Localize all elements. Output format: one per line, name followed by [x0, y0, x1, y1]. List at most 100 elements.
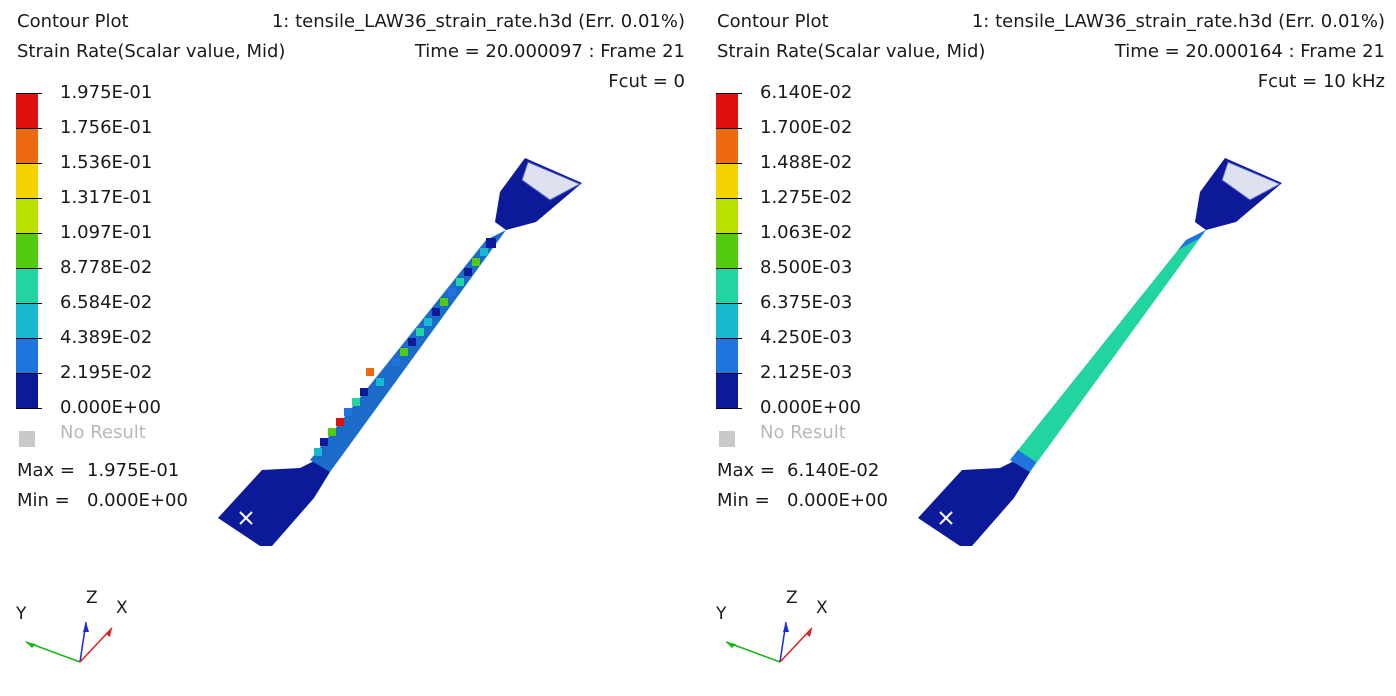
- legend-tick: [716, 268, 742, 269]
- no-result-swatch: [19, 431, 35, 447]
- upper-grip-mesh: [521, 161, 582, 201]
- fcut-value: Fcut = 0: [608, 71, 685, 92]
- legend-label: 1.063E-02: [760, 222, 853, 243]
- legend-tick: [16, 198, 42, 199]
- max-value: 1.975E-01: [87, 460, 180, 481]
- legend-band: [716, 198, 738, 233]
- axis-label-x: X: [116, 598, 128, 618]
- axis-label-z: Z: [786, 588, 798, 608]
- legend-label: 0.000E+00: [60, 397, 161, 418]
- legend-tick: [16, 268, 42, 269]
- axis-label-x: X: [816, 598, 828, 618]
- legend-tick: [716, 198, 742, 199]
- legend-band: [716, 93, 738, 128]
- min-label: Min =: [717, 490, 770, 511]
- tensile-specimen-model[interactable]: [210, 150, 600, 560]
- min-label: Min =: [17, 490, 70, 511]
- legend-tick: [716, 93, 742, 94]
- header-right-info: 1: tensile_LAW36_strain_rate.h3d (Err. 0…: [972, 7, 1385, 97]
- min-value: 0.000E+00: [87, 490, 188, 511]
- min-max-stats: Max = 1.975E-01 Min = 0.000E+00: [17, 456, 188, 516]
- legend-tick: [16, 303, 42, 304]
- legend-label: 4.389E-02: [60, 327, 153, 348]
- transition-lower: [1010, 450, 1036, 472]
- max-row: Max = 1.975E-01: [17, 456, 188, 486]
- legend-label: 8.500E-03: [760, 257, 853, 278]
- legend-band: [716, 268, 738, 303]
- legend-label: 1.700E-02: [760, 117, 853, 138]
- legend-tick: [16, 373, 42, 374]
- upper-grip-mesh: [1221, 161, 1282, 201]
- axis-triad[interactable]: Y Z X: [12, 586, 132, 676]
- legend-band: [16, 303, 38, 338]
- transition-upper: [1178, 230, 1206, 250]
- legend-label: 2.125E-03: [760, 362, 853, 383]
- viewport-left[interactable]: Contour Plot Strain Rate(Scalar value, M…: [0, 0, 690, 696]
- legend-band: [16, 128, 38, 163]
- legend-label: 2.195E-02: [60, 362, 153, 383]
- legend-color-bar: [16, 93, 38, 408]
- legend-band: [716, 338, 738, 373]
- contour-legend[interactable]: 6.140E-02 1.700E-02 1.488E-02 1.275E-02 …: [716, 83, 916, 418]
- legend-tick: [16, 93, 42, 94]
- legend-label: 1.317E-01: [60, 187, 153, 208]
- legend-band: [16, 198, 38, 233]
- legend-tick: [16, 128, 42, 129]
- plot-title: Contour Plot: [17, 11, 129, 32]
- legend-label: 1.536E-01: [60, 152, 153, 173]
- legend-tick: [16, 338, 42, 339]
- min-row: Min = 0.000E+00: [717, 486, 888, 516]
- tensile-specimen-model[interactable]: [910, 150, 1300, 560]
- specimen-elements: [314, 238, 496, 456]
- fcut-value: Fcut = 10 kHz: [1257, 71, 1385, 92]
- header-left-info: Contour Plot Strain Rate(Scalar value, M…: [17, 7, 285, 67]
- legend-tick: [16, 233, 42, 234]
- legend-color-bar: [716, 93, 738, 408]
- legend-tick: [716, 233, 742, 234]
- legend-label: 1.756E-01: [60, 117, 153, 138]
- no-result-label: No Result: [760, 422, 846, 443]
- legend-band: [716, 163, 738, 198]
- legend-band: [716, 303, 738, 338]
- min-max-stats: Max = 6.140E-02 Min = 0.000E+00: [717, 456, 888, 516]
- legend-tick: [16, 163, 42, 164]
- time-frame: Time = 20.000097 : Frame 21: [414, 41, 685, 62]
- file-name: 1: tensile_LAW36_strain_rate.h3d (Err. 0…: [971, 11, 1385, 32]
- plot-title: Contour Plot: [717, 11, 829, 32]
- boundary-condition-marker: [239, 511, 253, 525]
- min-value: 0.000E+00: [787, 490, 888, 511]
- legend-tick: [716, 373, 742, 374]
- axis-triad-lines: [725, 621, 813, 663]
- legend-band: [16, 93, 38, 128]
- axis-label-y: Y: [16, 604, 27, 624]
- legend-tick: [716, 408, 742, 409]
- header-right-info: 1: tensile_LAW36_strain_rate.h3d (Err. 0…: [272, 7, 685, 97]
- legend-label: 4.250E-03: [760, 327, 853, 348]
- legend-label: 1.488E-02: [760, 152, 853, 173]
- legend-tick: [716, 128, 742, 129]
- max-value: 6.140E-02: [787, 460, 880, 481]
- legend-band: [16, 268, 38, 303]
- axis-label-z: Z: [86, 588, 98, 608]
- no-result-swatch: [719, 431, 735, 447]
- axis-triad[interactable]: Y Z X: [712, 586, 832, 676]
- result-type: Strain Rate(Scalar value, Mid): [17, 41, 286, 62]
- file-name: 1: tensile_LAW36_strain_rate.h3d (Err. 0…: [271, 11, 685, 32]
- legend-band: [716, 128, 738, 163]
- legend-label: 6.140E-02: [760, 82, 853, 103]
- legend-band: [16, 373, 38, 408]
- max-row: Max = 6.140E-02: [717, 456, 888, 486]
- contour-legend[interactable]: 1.975E-01 1.756E-01 1.536E-01 1.317E-01 …: [16, 83, 216, 418]
- legend-label: 0.000E+00: [760, 397, 861, 418]
- legend-tick: [716, 303, 742, 304]
- max-label: Max =: [17, 460, 76, 481]
- no-result-label: No Result: [60, 422, 146, 443]
- legend-band: [16, 338, 38, 373]
- viewport-right[interactable]: Contour Plot Strain Rate(Scalar value, M…: [700, 0, 1390, 696]
- legend-band: [16, 163, 38, 198]
- legend-band: [716, 233, 738, 268]
- max-label: Max =: [717, 460, 776, 481]
- gauge-section: [1010, 230, 1206, 472]
- boundary-condition-marker: [939, 511, 953, 525]
- legend-label: 6.375E-03: [760, 292, 853, 313]
